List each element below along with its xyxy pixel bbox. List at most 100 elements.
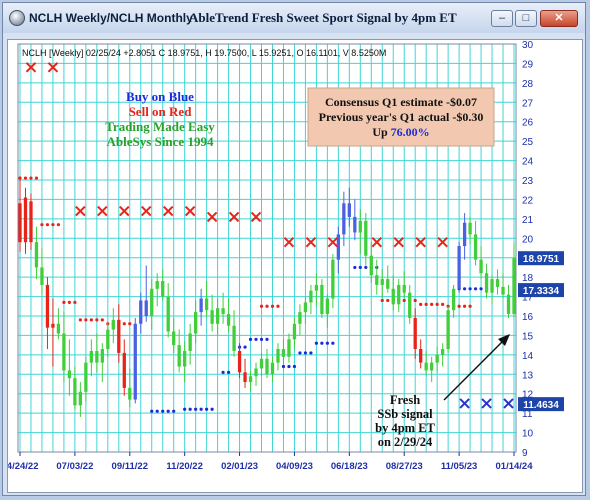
blue-stop-dot [248, 337, 253, 341]
candle-body [479, 259, 483, 274]
red-x-signal [119, 205, 130, 217]
y-tick-label: 10 [522, 429, 534, 440]
blue-stop-dot [364, 265, 368, 270]
candle-body [45, 284, 50, 328]
red-stop-dot [34, 176, 39, 180]
info-line-2: Previous year's Q1 actual -$0.30 [319, 110, 484, 124]
candle-body [320, 284, 324, 315]
annotation-line: by 4pm ET [375, 421, 435, 435]
candle-body [237, 350, 242, 373]
chart-frame: 9101112131415161718192021222324252627282… [7, 39, 583, 493]
candle-body [342, 203, 346, 235]
candle-body [193, 312, 198, 334]
candle-body [325, 298, 330, 315]
red-stop-dot [270, 304, 275, 308]
candle-body [451, 288, 456, 311]
blue-stop-dot [325, 341, 329, 345]
price-tag-label: 17.3334 [523, 286, 560, 297]
red-stop-dot [402, 298, 406, 303]
x-tick-label: 04/09/23 [276, 461, 313, 472]
candle-body [183, 350, 187, 367]
annotation-arrow-shaft [443, 339, 505, 401]
x-tick-label: 06/18/23 [331, 461, 368, 472]
candle-body [391, 288, 395, 305]
blue-stop-dot [298, 351, 302, 355]
red-stop-dot [89, 318, 93, 322]
candle-body [331, 259, 335, 299]
red-stop-dot [67, 300, 71, 304]
red-x-signal [75, 205, 86, 217]
candle-body [111, 319, 115, 330]
y-tick-label: 26 [522, 118, 534, 129]
x-axis: 04/24/22 07/03/22 09/11/22 11/20/22 02/01/23… [8, 452, 533, 472]
candle-body [430, 362, 434, 371]
candle-body [133, 323, 137, 400]
blue-stop-dot [265, 337, 269, 341]
info-up-value: 76.00% [391, 125, 430, 139]
candle-body [51, 323, 55, 328]
candle-body [375, 275, 379, 285]
candle-body [29, 201, 33, 243]
minimize-button[interactable]: – [491, 10, 513, 27]
candle-body [484, 273, 489, 293]
candle-body [402, 284, 406, 293]
y-tick-label: 24 [522, 157, 534, 168]
red-x-signal [228, 211, 240, 223]
legend-line: AbleSys Since 1994 [107, 134, 214, 149]
red-stop-dot [463, 304, 467, 308]
blue-stop-dot [309, 351, 313, 355]
red-x-signal [415, 236, 426, 248]
price-tag-label: 11.4634 [523, 400, 559, 411]
price-tags: 18.9751 17.3334 11.4634 [518, 251, 564, 412]
blue-x-signal [481, 398, 492, 409]
candle-body [232, 325, 236, 351]
info-line-1: Consensus Q1 estimate -$0.07 [325, 95, 477, 109]
candle-body [78, 391, 83, 406]
x-tick-label: 09/11/22 [112, 461, 148, 472]
candle-body [292, 323, 297, 340]
candle-body [248, 376, 253, 383]
red-x-signal [141, 205, 152, 217]
price-chart[interactable]: 9101112131415161718192021222324252627282… [8, 40, 582, 492]
price-tag [518, 283, 564, 298]
close-button[interactable]: ✕ [540, 10, 578, 27]
blue-stop-dot [353, 265, 357, 270]
candle-body [364, 220, 368, 256]
red-stop-dot [380, 298, 384, 303]
price-tag-label: 18.9751 [523, 254, 560, 265]
candle-body [468, 222, 472, 235]
blue-stop-dot [243, 345, 247, 349]
info-up-prefix: Up [372, 125, 390, 139]
maximize-button[interactable]: □ [515, 10, 537, 27]
y-tick-label: 25 [522, 137, 534, 148]
red-stop-dot [40, 223, 44, 227]
y-axis: 9101112131415161718192021222324252627282… [522, 40, 534, 459]
y-tick-label: 22 [522, 195, 534, 206]
y-tick-label: 9 [522, 448, 528, 459]
legend-line: Trading Made Easy [105, 119, 215, 134]
candle-body [56, 323, 61, 334]
blue-stop-dot [287, 364, 291, 369]
blue-stop-dot [331, 341, 335, 345]
y-tick-label: 20 [522, 234, 534, 245]
candle-body [440, 349, 445, 355]
red-stop-dot [128, 322, 132, 326]
red-stop-dot [45, 223, 50, 227]
candle-body [139, 300, 143, 324]
candle-body [40, 267, 44, 285]
red-x-signal [437, 236, 448, 248]
window-title: NCLH Weekly/NCLH Monthly [29, 11, 193, 25]
candle-body [84, 362, 88, 392]
x-tick-label: 11/20/22 [166, 461, 202, 472]
candle-body [23, 197, 28, 243]
blue-stop-dot [463, 287, 467, 291]
annotation-line: SSb signal [377, 407, 433, 421]
plot-border [17, 43, 517, 453]
candle-body [501, 286, 505, 295]
y-tick-label: 11 [522, 409, 533, 420]
candle-body [122, 352, 126, 388]
candle-body [413, 317, 417, 350]
candle-body [419, 349, 423, 363]
candle-body [62, 333, 66, 371]
title-bar[interactable]: NCLH Weekly/NCLH Monthly AbleTrend Fresh… [3, 3, 585, 33]
